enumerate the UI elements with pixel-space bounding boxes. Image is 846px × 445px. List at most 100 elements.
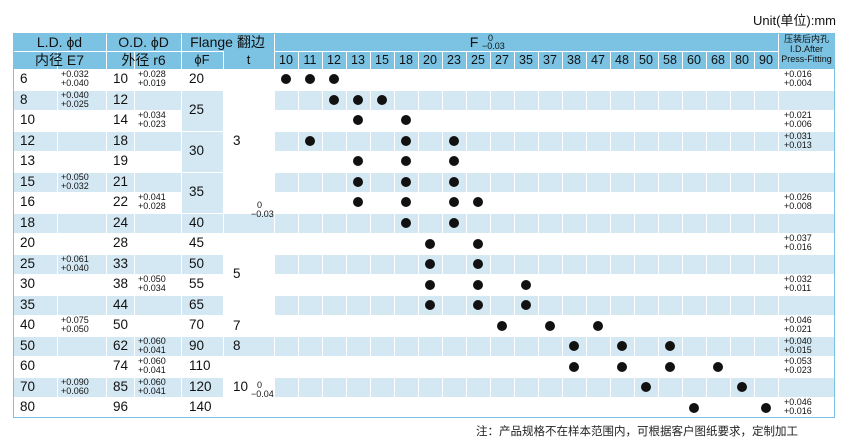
table-row bbox=[13, 212, 835, 234]
dot-marker bbox=[449, 156, 459, 167]
f-column-header: 15 bbox=[375, 53, 389, 67]
dot-marker bbox=[761, 402, 771, 413]
id-value: 13 bbox=[20, 153, 36, 169]
dot-marker bbox=[473, 279, 483, 290]
header-after-line1: 压装后内孔 bbox=[783, 34, 829, 44]
header-after-line3: Press-Fitting bbox=[781, 54, 832, 64]
dot-marker bbox=[449, 217, 459, 228]
grid-line bbox=[730, 51, 731, 418]
flange-value: 65 bbox=[189, 296, 205, 312]
unit-label: Unit(单位):mm bbox=[752, 13, 836, 28]
t-tol-lower: −0.03 bbox=[251, 209, 274, 220]
grid-line bbox=[13, 253, 181, 255]
dot-marker bbox=[401, 156, 411, 167]
grid-line bbox=[586, 51, 587, 418]
after-tolerance-lower: +0.016 bbox=[784, 242, 812, 253]
od-value: 19 bbox=[113, 153, 129, 169]
grid-line bbox=[274, 376, 835, 378]
od-value: 14 bbox=[113, 112, 129, 128]
flange-merged-cell bbox=[181, 130, 223, 172]
after-tolerance-lower: +0.013 bbox=[784, 139, 812, 150]
id-tolerance-upper: +0.032 bbox=[61, 69, 89, 79]
od-tolerance-upper: +0.050 bbox=[138, 274, 166, 285]
after-tolerance-upper: +0.026 bbox=[784, 192, 812, 203]
grid-line bbox=[13, 89, 181, 91]
od-value: 50 bbox=[113, 317, 129, 333]
dot-marker bbox=[617, 361, 627, 372]
dot-marker bbox=[353, 115, 363, 126]
grid-line bbox=[274, 110, 835, 112]
dot-marker bbox=[665, 341, 675, 352]
after-tolerance-lower: +0.008 bbox=[784, 201, 812, 212]
grid-line bbox=[13, 315, 181, 317]
header-od-line1: O.D. ϕD bbox=[118, 34, 169, 50]
t-value: 10 bbox=[233, 379, 249, 395]
grid-line bbox=[418, 51, 419, 418]
id-tolerance-lower: +0.025 bbox=[61, 98, 89, 109]
grid-line bbox=[13, 335, 181, 337]
after-tolerance-lower: +0.023 bbox=[784, 365, 812, 376]
dot-marker bbox=[353, 176, 363, 187]
dot-marker bbox=[377, 94, 387, 105]
dot-marker bbox=[401, 115, 411, 126]
grid-line bbox=[181, 294, 223, 296]
header-after-line2: I.D.After bbox=[789, 44, 823, 54]
header-flange: Flange 翻边 bbox=[190, 34, 265, 50]
id-value: 70 bbox=[20, 378, 36, 394]
grid-line bbox=[181, 356, 223, 358]
dot-marker bbox=[353, 94, 363, 105]
dot-marker bbox=[569, 361, 579, 372]
grid-line bbox=[562, 51, 563, 418]
id-value: 18 bbox=[20, 214, 36, 230]
after-tolerance-lower: +0.021 bbox=[784, 324, 812, 335]
dot-marker bbox=[689, 402, 699, 413]
od-tolerance-upper: +0.041 bbox=[138, 192, 166, 203]
f-column-header: 20 bbox=[423, 53, 437, 67]
grid-line bbox=[181, 89, 223, 91]
grid-line bbox=[274, 151, 835, 153]
dot-marker bbox=[401, 135, 411, 146]
dot-marker bbox=[473, 197, 483, 208]
grid-line bbox=[610, 51, 611, 418]
t-tol-lower: −0.04 bbox=[251, 389, 274, 400]
f-column-header: 27 bbox=[495, 53, 509, 67]
id-value: 8 bbox=[20, 91, 28, 107]
dot-marker bbox=[449, 197, 459, 208]
grid-line bbox=[13, 356, 181, 358]
dot-marker bbox=[329, 74, 339, 85]
grid-line bbox=[274, 212, 835, 214]
grid-line bbox=[223, 51, 224, 418]
grid-line bbox=[181, 33, 182, 418]
grid-line bbox=[274, 33, 275, 418]
dot-marker bbox=[401, 197, 411, 208]
grid-line bbox=[223, 69, 274, 70]
dot-marker bbox=[641, 382, 651, 393]
header-t: t bbox=[246, 52, 251, 67]
od-tolerance-upper: +0.060 bbox=[138, 335, 166, 346]
grid-line bbox=[181, 233, 223, 235]
id-value: 50 bbox=[20, 337, 36, 353]
after-tolerance-upper: +0.032 bbox=[784, 274, 812, 285]
f-column-header: 90 bbox=[759, 53, 773, 67]
flange-merged-value: 25 bbox=[189, 102, 205, 118]
t-value: 8 bbox=[233, 338, 241, 354]
grid-line bbox=[274, 294, 835, 296]
grid-line bbox=[13, 130, 181, 132]
f-column-header: 13 bbox=[351, 53, 365, 67]
dot-marker bbox=[305, 135, 315, 146]
flange-value: 120 bbox=[189, 378, 212, 394]
t-tol-upper: 0 bbox=[257, 200, 263, 211]
grid-line bbox=[394, 51, 395, 418]
t-tol-upper: 0 bbox=[257, 380, 263, 391]
table-row bbox=[13, 294, 835, 316]
id-tolerance-lower: +0.040 bbox=[61, 262, 89, 273]
od-value: 24 bbox=[113, 214, 129, 230]
grid-line bbox=[274, 192, 835, 194]
od-value: 18 bbox=[113, 132, 129, 148]
header-id-line2: 内径 E7 bbox=[34, 52, 84, 68]
grid-line bbox=[682, 51, 683, 418]
grid-line bbox=[490, 51, 491, 418]
od-value: 28 bbox=[113, 235, 129, 251]
after-tolerance-lower: +0.011 bbox=[784, 283, 812, 294]
grid-line bbox=[706, 51, 707, 418]
